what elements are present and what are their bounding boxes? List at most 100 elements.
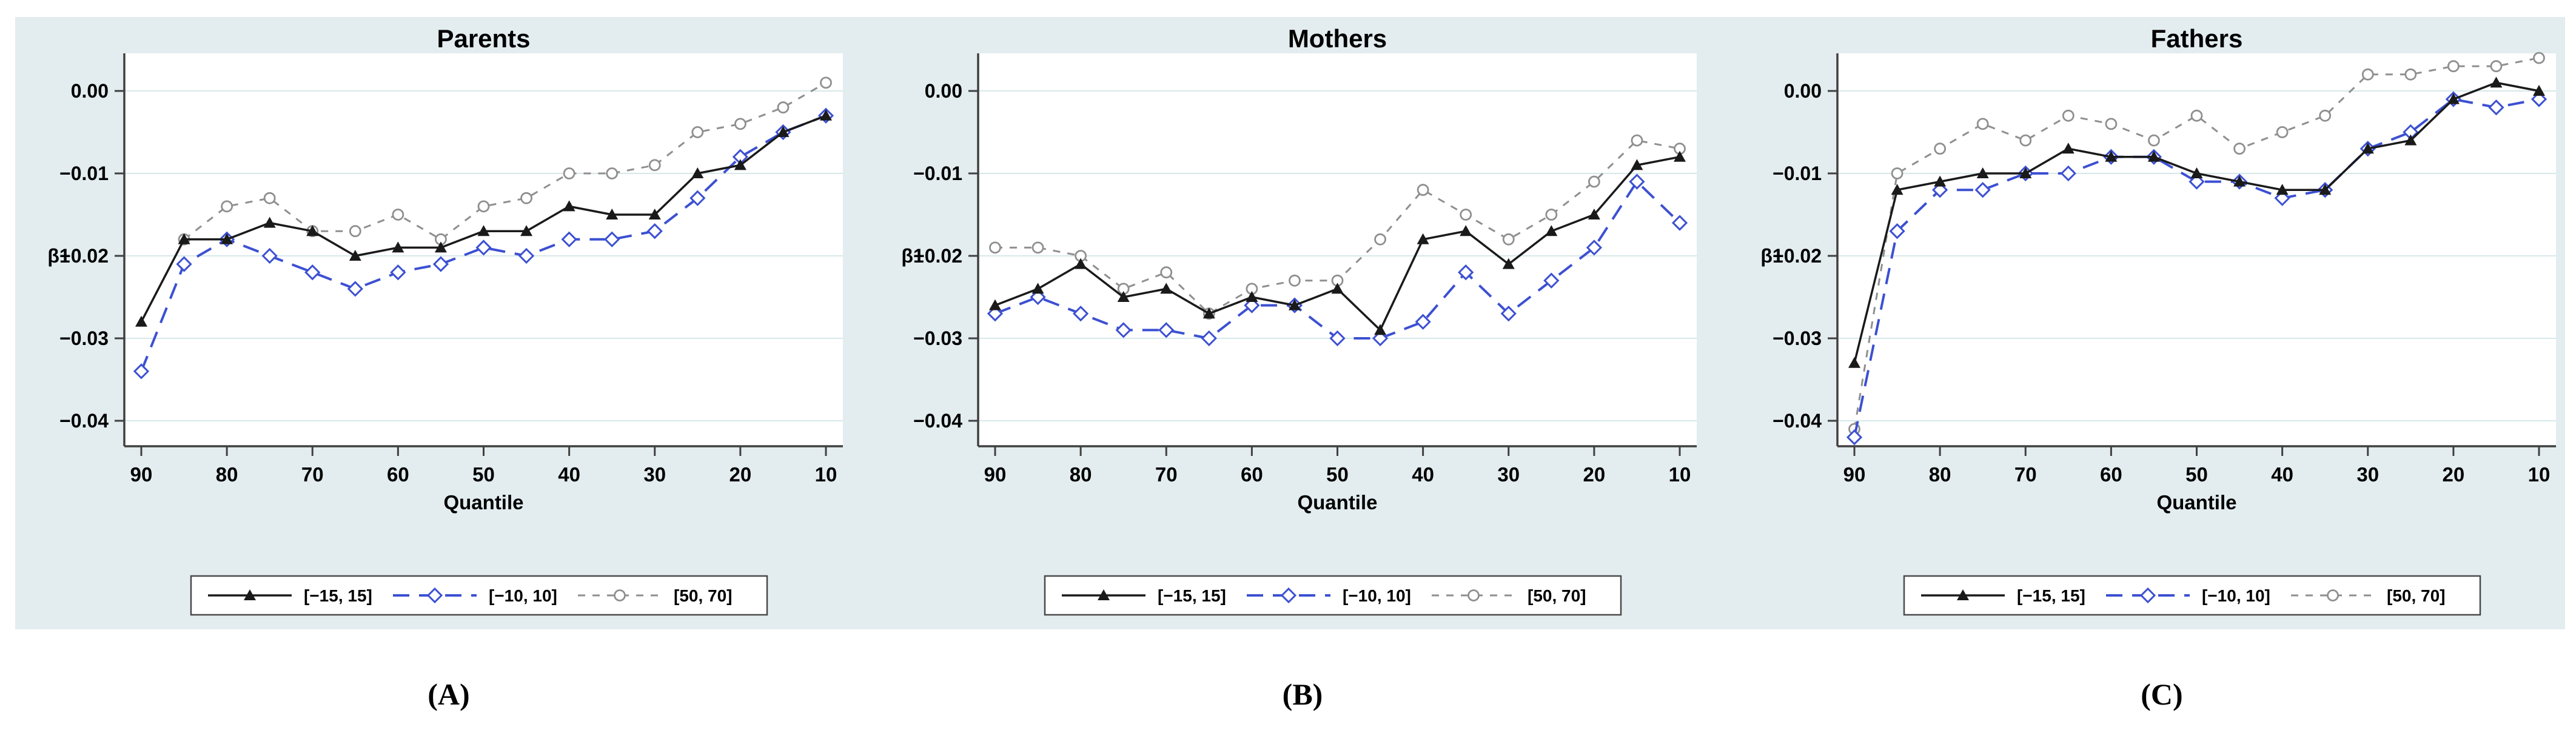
data-point-marker <box>2447 93 2460 104</box>
data-point-marker <box>1629 173 1645 190</box>
data-point-marker <box>520 225 533 236</box>
data-point-marker <box>1289 274 1301 287</box>
data-point-marker <box>820 109 832 121</box>
x-tick-label: 50 <box>1326 463 1349 486</box>
legend-marker <box>1957 589 1969 600</box>
plot-area <box>978 53 1697 446</box>
data-point-marker <box>1075 258 1087 269</box>
data-point-marker <box>1160 266 1173 279</box>
data-point-marker <box>1588 209 1600 219</box>
data-point-marker <box>518 247 535 264</box>
legend-marker <box>1467 589 1480 601</box>
data-point-marker <box>777 126 790 137</box>
data-point-marker <box>1115 322 1132 338</box>
legend-marker <box>614 589 626 601</box>
data-point-marker <box>2190 167 2203 178</box>
data-point-marker <box>392 209 404 221</box>
y-axis-title: β1 <box>901 245 924 267</box>
y-tick-label: −0.01 <box>59 162 109 184</box>
y-tick-label: −0.03 <box>913 327 962 349</box>
data-point-marker <box>1374 233 1386 246</box>
data-point-marker <box>777 101 790 114</box>
data-point-marker <box>1458 264 1474 281</box>
x-tick-label: 60 <box>2100 463 2122 486</box>
data-point-marker <box>347 281 363 297</box>
series-line <box>1853 57 2540 429</box>
x-axis-title: Quantile <box>1297 491 1377 514</box>
data-point-marker <box>563 167 575 179</box>
data-point-marker <box>1891 184 1903 195</box>
y-tick-label: −0.01 <box>913 162 962 184</box>
data-point-marker <box>2062 142 2075 154</box>
chart-panel-mothers: Mothers 0.00 −0.01 −0.02 −0.03 −0.04 β1 90 80 70 6… <box>901 24 1697 711</box>
data-point-marker <box>2190 109 2203 122</box>
y-tick-label: 0.00 <box>71 80 109 102</box>
x-tick-label: 80 <box>1929 463 1951 486</box>
legend-marker <box>1098 589 1110 600</box>
data-point-marker <box>1976 118 1989 130</box>
x-tick-label: 30 <box>643 463 666 486</box>
data-point-marker <box>1976 167 1989 178</box>
panel-letter: (B) <box>1283 677 1323 711</box>
data-point-marker <box>989 241 1001 254</box>
series-diamond <box>133 107 834 380</box>
data-point-marker <box>1030 289 1046 306</box>
x-tick-label: 20 <box>2443 463 2465 486</box>
data-point-marker <box>1415 313 1431 330</box>
data-point-marker <box>2062 109 2075 122</box>
data-point-marker <box>1545 209 1558 221</box>
data-point-marker <box>520 192 532 204</box>
data-point-marker <box>477 200 490 213</box>
series-line <box>183 82 827 241</box>
data-point-marker <box>1631 134 1643 147</box>
legend-label: [−10, 10] <box>489 586 557 605</box>
data-point-marker <box>691 167 704 178</box>
y-tick-label: −0.01 <box>1773 162 1822 184</box>
data-point-marker <box>2105 150 2118 162</box>
y-tick-label: −0.02 <box>1773 245 1822 267</box>
legend-marker <box>2327 589 2339 601</box>
legend: [−15, 15] [−10, 10] [50, 70] <box>190 575 768 616</box>
data-point-marker <box>2319 184 2332 195</box>
x-tick-label: 90 <box>984 463 1007 486</box>
data-point-marker <box>2447 60 2460 73</box>
data-point-marker <box>392 241 404 253</box>
series-line <box>1853 98 2540 438</box>
legend: [−15, 15] [−10, 10] [50, 70] <box>1903 575 2481 616</box>
panel-letter: (A) <box>428 677 469 711</box>
legend-box <box>1044 575 1622 616</box>
x-tick-label: 10 <box>1669 463 1691 486</box>
data-point-marker <box>1502 258 1515 269</box>
x-tick-label: 80 <box>216 463 238 486</box>
legend-label: [−10, 10] <box>2202 586 2270 605</box>
data-point-marker <box>2404 134 2417 146</box>
series-line <box>140 114 827 372</box>
panel-title: Fathers <box>2151 24 2243 53</box>
legend-marker <box>426 587 443 604</box>
data-point-marker <box>1543 272 1560 289</box>
data-point-marker <box>606 167 619 179</box>
data-point-marker <box>304 264 321 281</box>
data-point-marker <box>1545 225 1558 236</box>
x-axis-title: Quantile <box>443 491 523 514</box>
series-triangle <box>1848 76 2545 368</box>
y-axis-title: β1 <box>47 245 70 267</box>
data-point-marker <box>734 159 746 170</box>
data-point-marker <box>2490 76 2503 88</box>
y-tick-label: −0.03 <box>59 327 109 349</box>
data-point-marker <box>1202 307 1215 319</box>
data-point-marker <box>1934 175 1947 187</box>
data-point-marker <box>1117 291 1130 302</box>
data-point-marker <box>2276 126 2289 138</box>
data-point-marker <box>1372 330 1389 347</box>
data-point-marker <box>1974 182 1991 198</box>
y-tick-label: 0.00 <box>925 80 962 102</box>
y-tick-label: 0.00 <box>1784 80 1822 102</box>
series-circle <box>1848 52 2545 435</box>
data-point-marker <box>648 209 661 219</box>
x-tick-label: 50 <box>2185 463 2208 486</box>
data-point-marker <box>349 250 361 261</box>
x-tick-label: 30 <box>1497 463 1520 486</box>
legend-label: [−10, 10] <box>1343 586 1411 605</box>
